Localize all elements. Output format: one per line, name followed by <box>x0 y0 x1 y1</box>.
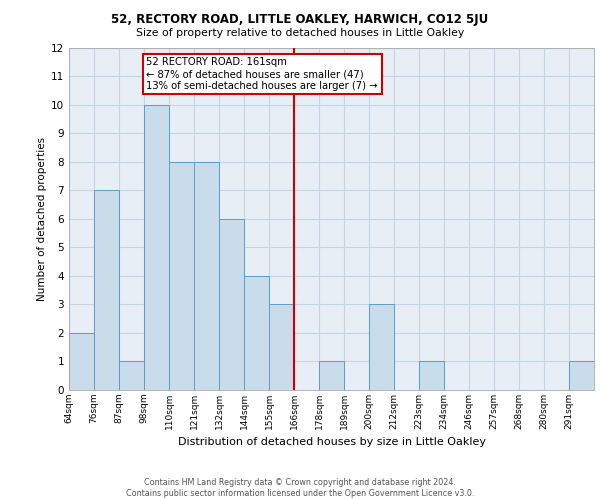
Bar <box>244 276 269 390</box>
Bar <box>94 190 119 390</box>
Bar <box>194 162 219 390</box>
Text: Size of property relative to detached houses in Little Oakley: Size of property relative to detached ho… <box>136 28 464 38</box>
Bar <box>319 362 344 390</box>
Bar <box>269 304 294 390</box>
Bar <box>569 362 594 390</box>
Bar <box>419 362 444 390</box>
Bar <box>69 333 94 390</box>
Bar <box>144 104 169 390</box>
Y-axis label: Number of detached properties: Number of detached properties <box>37 136 47 301</box>
Bar <box>169 162 194 390</box>
Text: Contains HM Land Registry data © Crown copyright and database right 2024.
Contai: Contains HM Land Registry data © Crown c… <box>126 478 474 498</box>
Bar <box>119 362 144 390</box>
Text: 52, RECTORY ROAD, LITTLE OAKLEY, HARWICH, CO12 5JU: 52, RECTORY ROAD, LITTLE OAKLEY, HARWICH… <box>112 12 488 26</box>
Bar <box>369 304 394 390</box>
Bar <box>219 219 244 390</box>
X-axis label: Distribution of detached houses by size in Little Oakley: Distribution of detached houses by size … <box>178 438 485 448</box>
Text: 52 RECTORY ROAD: 161sqm
← 87% of detached houses are smaller (47)
13% of semi-de: 52 RECTORY ROAD: 161sqm ← 87% of detache… <box>146 58 378 90</box>
